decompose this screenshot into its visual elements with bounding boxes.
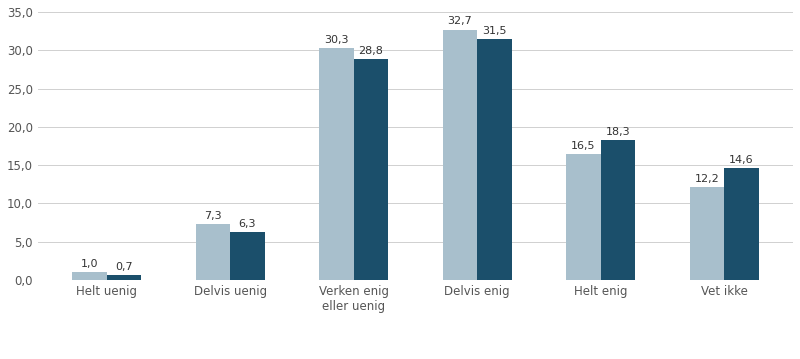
Bar: [601, 140, 635, 280]
Text: 1,0: 1,0: [81, 259, 98, 269]
Text: 30,3: 30,3: [324, 35, 349, 45]
Text: 14,6: 14,6: [729, 155, 754, 165]
Bar: [196, 224, 230, 280]
Text: 6,3: 6,3: [238, 219, 256, 229]
Text: 0,7: 0,7: [115, 262, 133, 272]
Text: 12,2: 12,2: [694, 173, 719, 183]
Bar: [354, 60, 388, 280]
Bar: [319, 48, 354, 280]
Text: 16,5: 16,5: [571, 141, 596, 150]
Text: 7,3: 7,3: [204, 211, 222, 221]
Bar: [72, 272, 106, 280]
Bar: [724, 168, 758, 280]
Text: 31,5: 31,5: [482, 26, 506, 36]
Bar: [477, 39, 512, 280]
Bar: [690, 187, 724, 280]
Bar: [106, 275, 142, 280]
Bar: [230, 232, 265, 280]
Text: 28,8: 28,8: [358, 46, 383, 56]
Bar: [566, 154, 601, 280]
Text: 18,3: 18,3: [606, 127, 630, 137]
Text: 32,7: 32,7: [447, 17, 472, 27]
Bar: [442, 29, 477, 280]
